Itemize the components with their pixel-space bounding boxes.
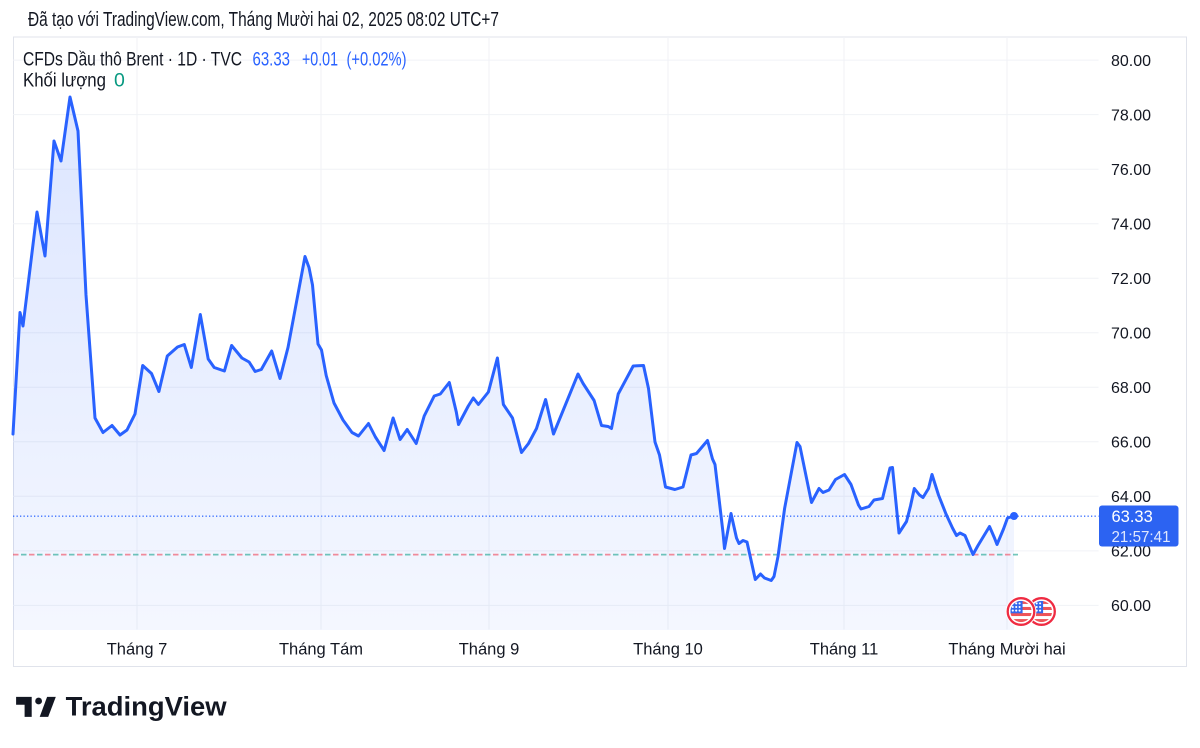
svg-text:21:57:41: 21:57:41 xyxy=(1112,529,1171,546)
svg-text:78.00: 78.00 xyxy=(1111,107,1151,124)
svg-text:68.00: 68.00 xyxy=(1111,380,1151,397)
svg-text:Tháng Tám: Tháng Tám xyxy=(279,641,363,659)
svg-text:80.00: 80.00 xyxy=(1111,53,1151,70)
svg-text:0: 0 xyxy=(114,70,125,92)
svg-text:TradingView: TradingView xyxy=(66,692,228,722)
svg-text:72.00: 72.00 xyxy=(1111,271,1151,288)
svg-text:76.00: 76.00 xyxy=(1111,162,1151,179)
svg-text:63.33: 63.33 xyxy=(253,49,291,71)
svg-text:60.00: 60.00 xyxy=(1111,598,1151,615)
svg-text:62.00: 62.00 xyxy=(1111,544,1151,561)
svg-text:70.00: 70.00 xyxy=(1111,326,1151,343)
svg-text:64.00: 64.00 xyxy=(1111,489,1151,506)
svg-text:66.00: 66.00 xyxy=(1111,435,1151,452)
svg-text:(+0.02%): (+0.02%) xyxy=(347,49,407,71)
svg-text:Tháng Mười hai: Tháng Mười hai xyxy=(948,641,1065,659)
svg-text:Khối lượng: Khối lượng xyxy=(23,70,106,92)
svg-text:Tháng 9: Tháng 9 xyxy=(459,641,520,659)
svg-text:Đã tạo với TradingView.com, Th: Đã tạo với TradingView.com, Tháng Mười h… xyxy=(28,9,499,31)
svg-text:63.33: 63.33 xyxy=(1112,508,1153,526)
svg-text:Tháng 11: Tháng 11 xyxy=(810,641,879,659)
svg-text:Tháng 7: Tháng 7 xyxy=(107,641,168,659)
svg-text:CFDs Dầu thô Brent · 1D · TVC: CFDs Dầu thô Brent · 1D · TVC xyxy=(23,49,242,71)
svg-text:+0.01: +0.01 xyxy=(302,49,338,71)
svg-text:74.00: 74.00 xyxy=(1111,217,1151,234)
svg-text:Tháng 10: Tháng 10 xyxy=(633,641,703,659)
